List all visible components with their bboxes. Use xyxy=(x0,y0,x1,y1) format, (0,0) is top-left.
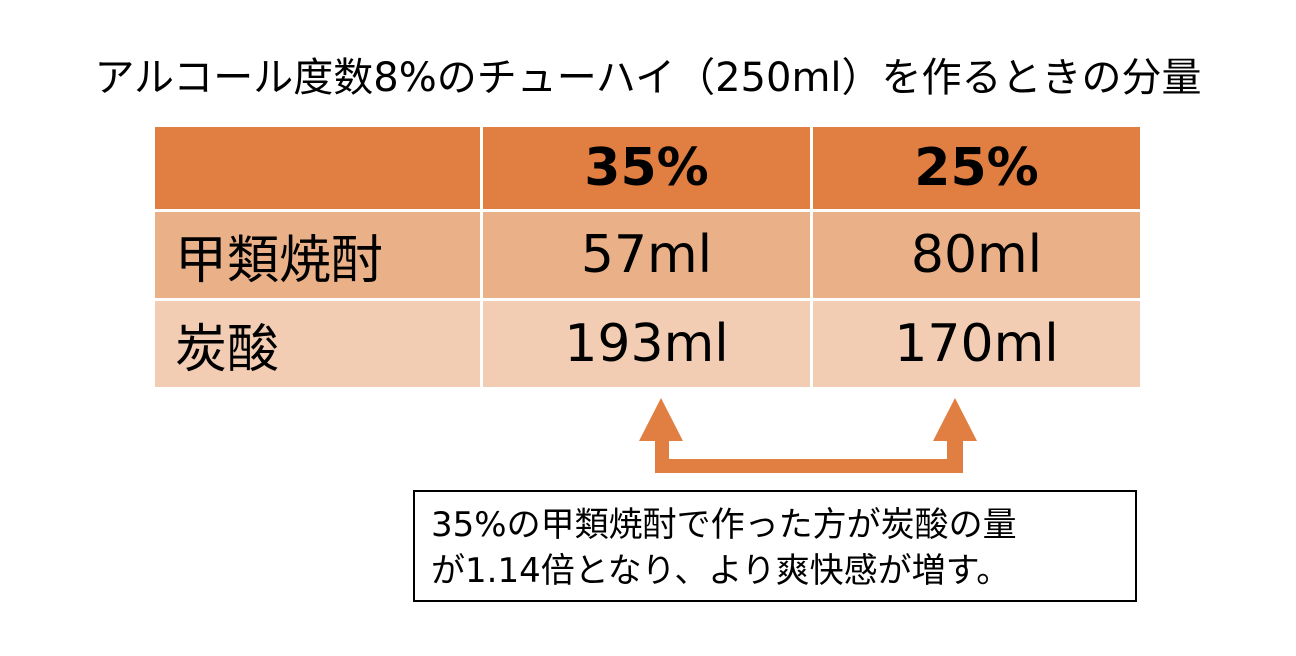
header-cell-35: 35% xyxy=(480,124,813,212)
comparison-arrow-shape xyxy=(639,398,977,473)
note-line-2: が1.14倍となり、より爽快感が増す。 xyxy=(431,551,1011,591)
note-box: 35%の甲類焼酎で作った方が炭酸の量 が1.14倍となり、より爽快感が増す。 xyxy=(413,490,1137,602)
note-line-1: 35%の甲類焼酎で作った方が炭酸の量 xyxy=(431,505,1017,545)
cell-soda-35: 193ml xyxy=(480,298,813,390)
cell-shochu-25: 80ml xyxy=(810,209,1143,301)
row-label-shochu: 甲類焼酎 xyxy=(152,209,483,301)
table-row-shochu: 甲類焼酎 57ml 80ml xyxy=(152,209,1143,301)
cell-shochu-35: 57ml xyxy=(480,209,813,301)
page-title: アルコール度数8%のチューハイ（250ml）を作るときの分量 xyxy=(94,55,1202,101)
row-label-soda: 炭酸 xyxy=(152,298,483,390)
comparison-table: 35% 25% 甲類焼酎 57ml 80ml 炭酸 193ml 170ml xyxy=(152,124,1143,390)
table-header-row: 35% 25% xyxy=(152,124,1143,212)
cell-soda-25: 170ml xyxy=(810,298,1143,390)
header-cell-empty xyxy=(152,124,483,212)
table-row-soda: 炭酸 193ml 170ml xyxy=(152,298,1143,390)
header-cell-25: 25% xyxy=(810,124,1143,212)
